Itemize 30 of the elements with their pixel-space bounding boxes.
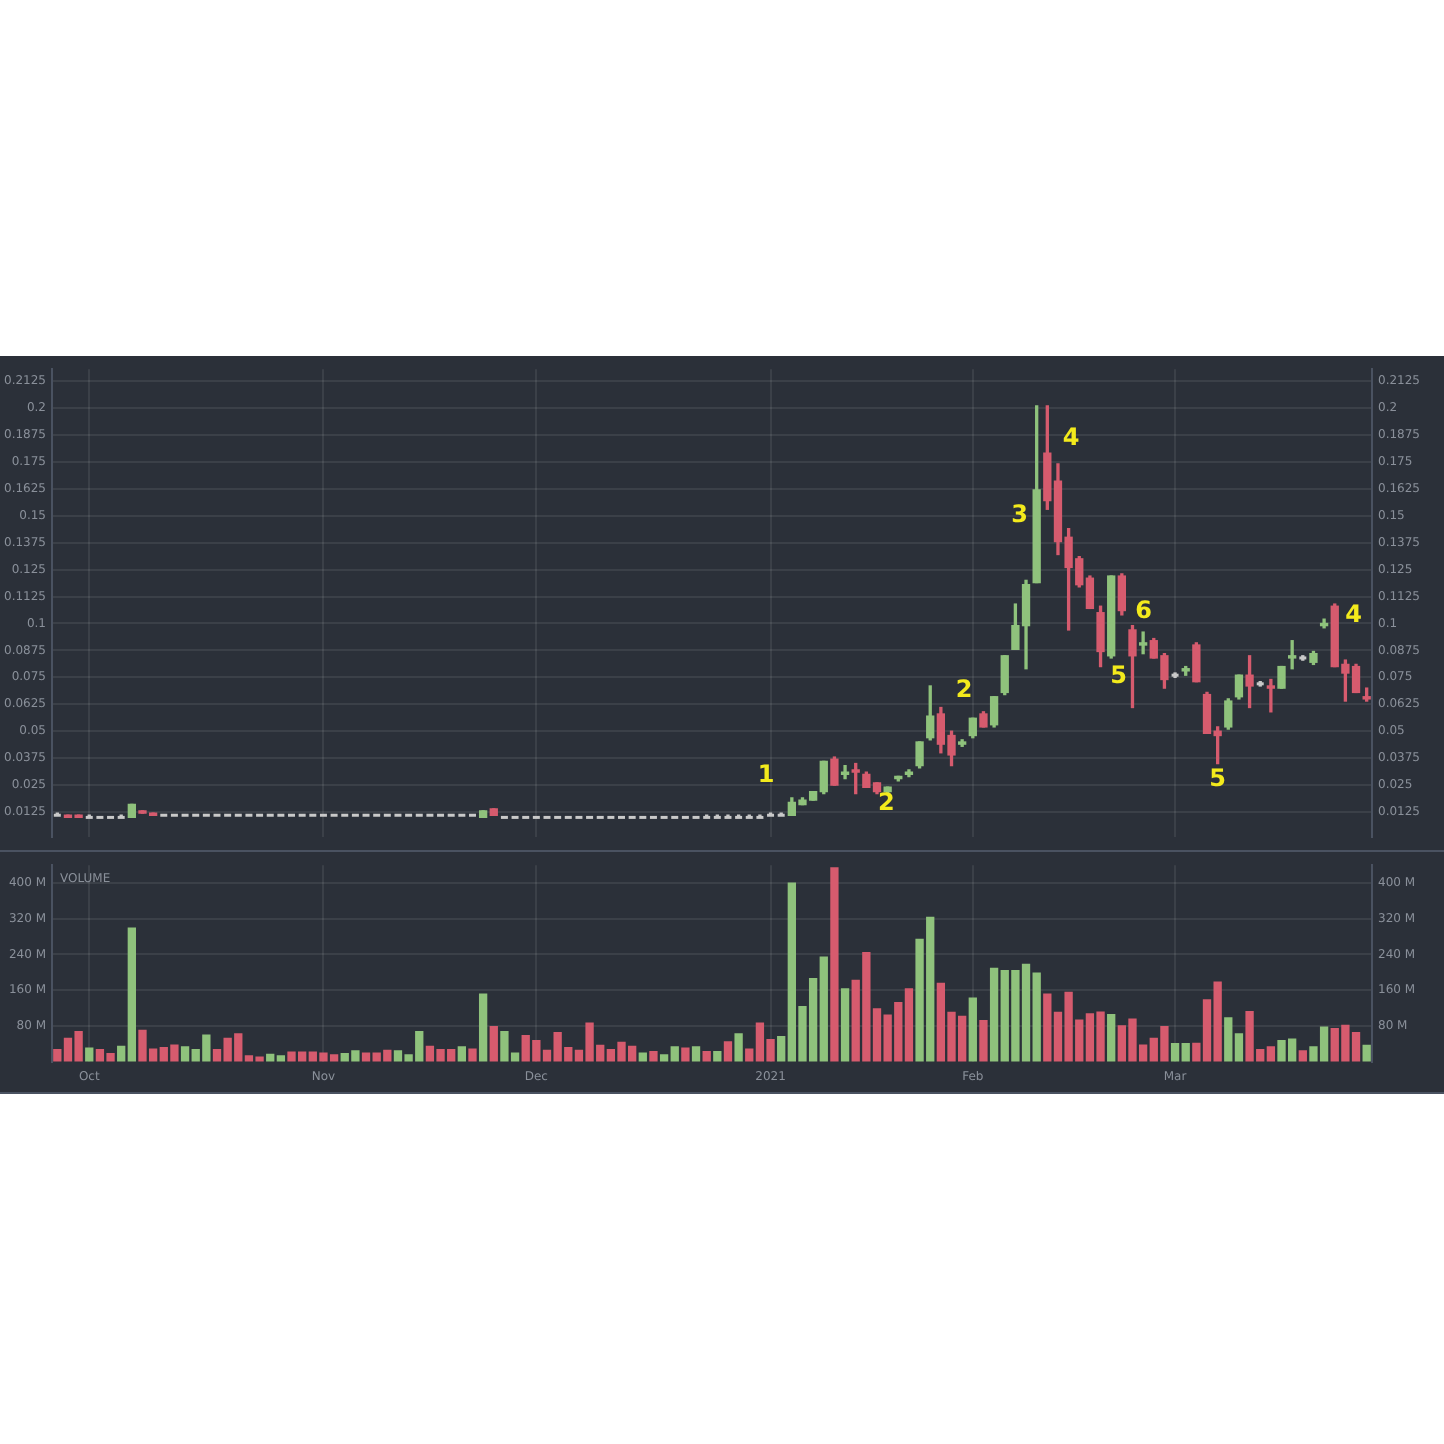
annotation: 3: [1011, 499, 1028, 528]
annotation: 1: [757, 760, 775, 789]
bar: [979, 1019, 988, 1062]
bar: [840, 988, 850, 1062]
bar: [713, 1051, 722, 1062]
bar: [478, 993, 488, 1062]
candlestick: [489, 808, 498, 816]
bar: [457, 1046, 466, 1062]
candlestick: [478, 810, 488, 819]
annotation: 4: [1345, 599, 1362, 628]
annotation: 5: [1209, 763, 1226, 792]
bar: [830, 867, 839, 1062]
bar: [649, 1051, 658, 1062]
bar: [691, 1046, 701, 1062]
annotation: 5: [1110, 661, 1127, 690]
bar: [489, 1026, 498, 1062]
bar: [468, 1048, 477, 1062]
bar: [681, 1047, 690, 1062]
bar: [1362, 1044, 1371, 1062]
bar: [1107, 1014, 1116, 1062]
annotation: 2: [955, 674, 973, 703]
bar: [968, 997, 977, 1062]
bar: [638, 1052, 647, 1062]
bar: [702, 1051, 711, 1062]
bar: [723, 1041, 733, 1062]
bar: [1298, 1050, 1307, 1062]
annotation: 4: [1062, 422, 1080, 451]
annotation: 6: [1135, 596, 1152, 625]
bar: [734, 1033, 743, 1062]
annotation: 2: [877, 788, 895, 817]
